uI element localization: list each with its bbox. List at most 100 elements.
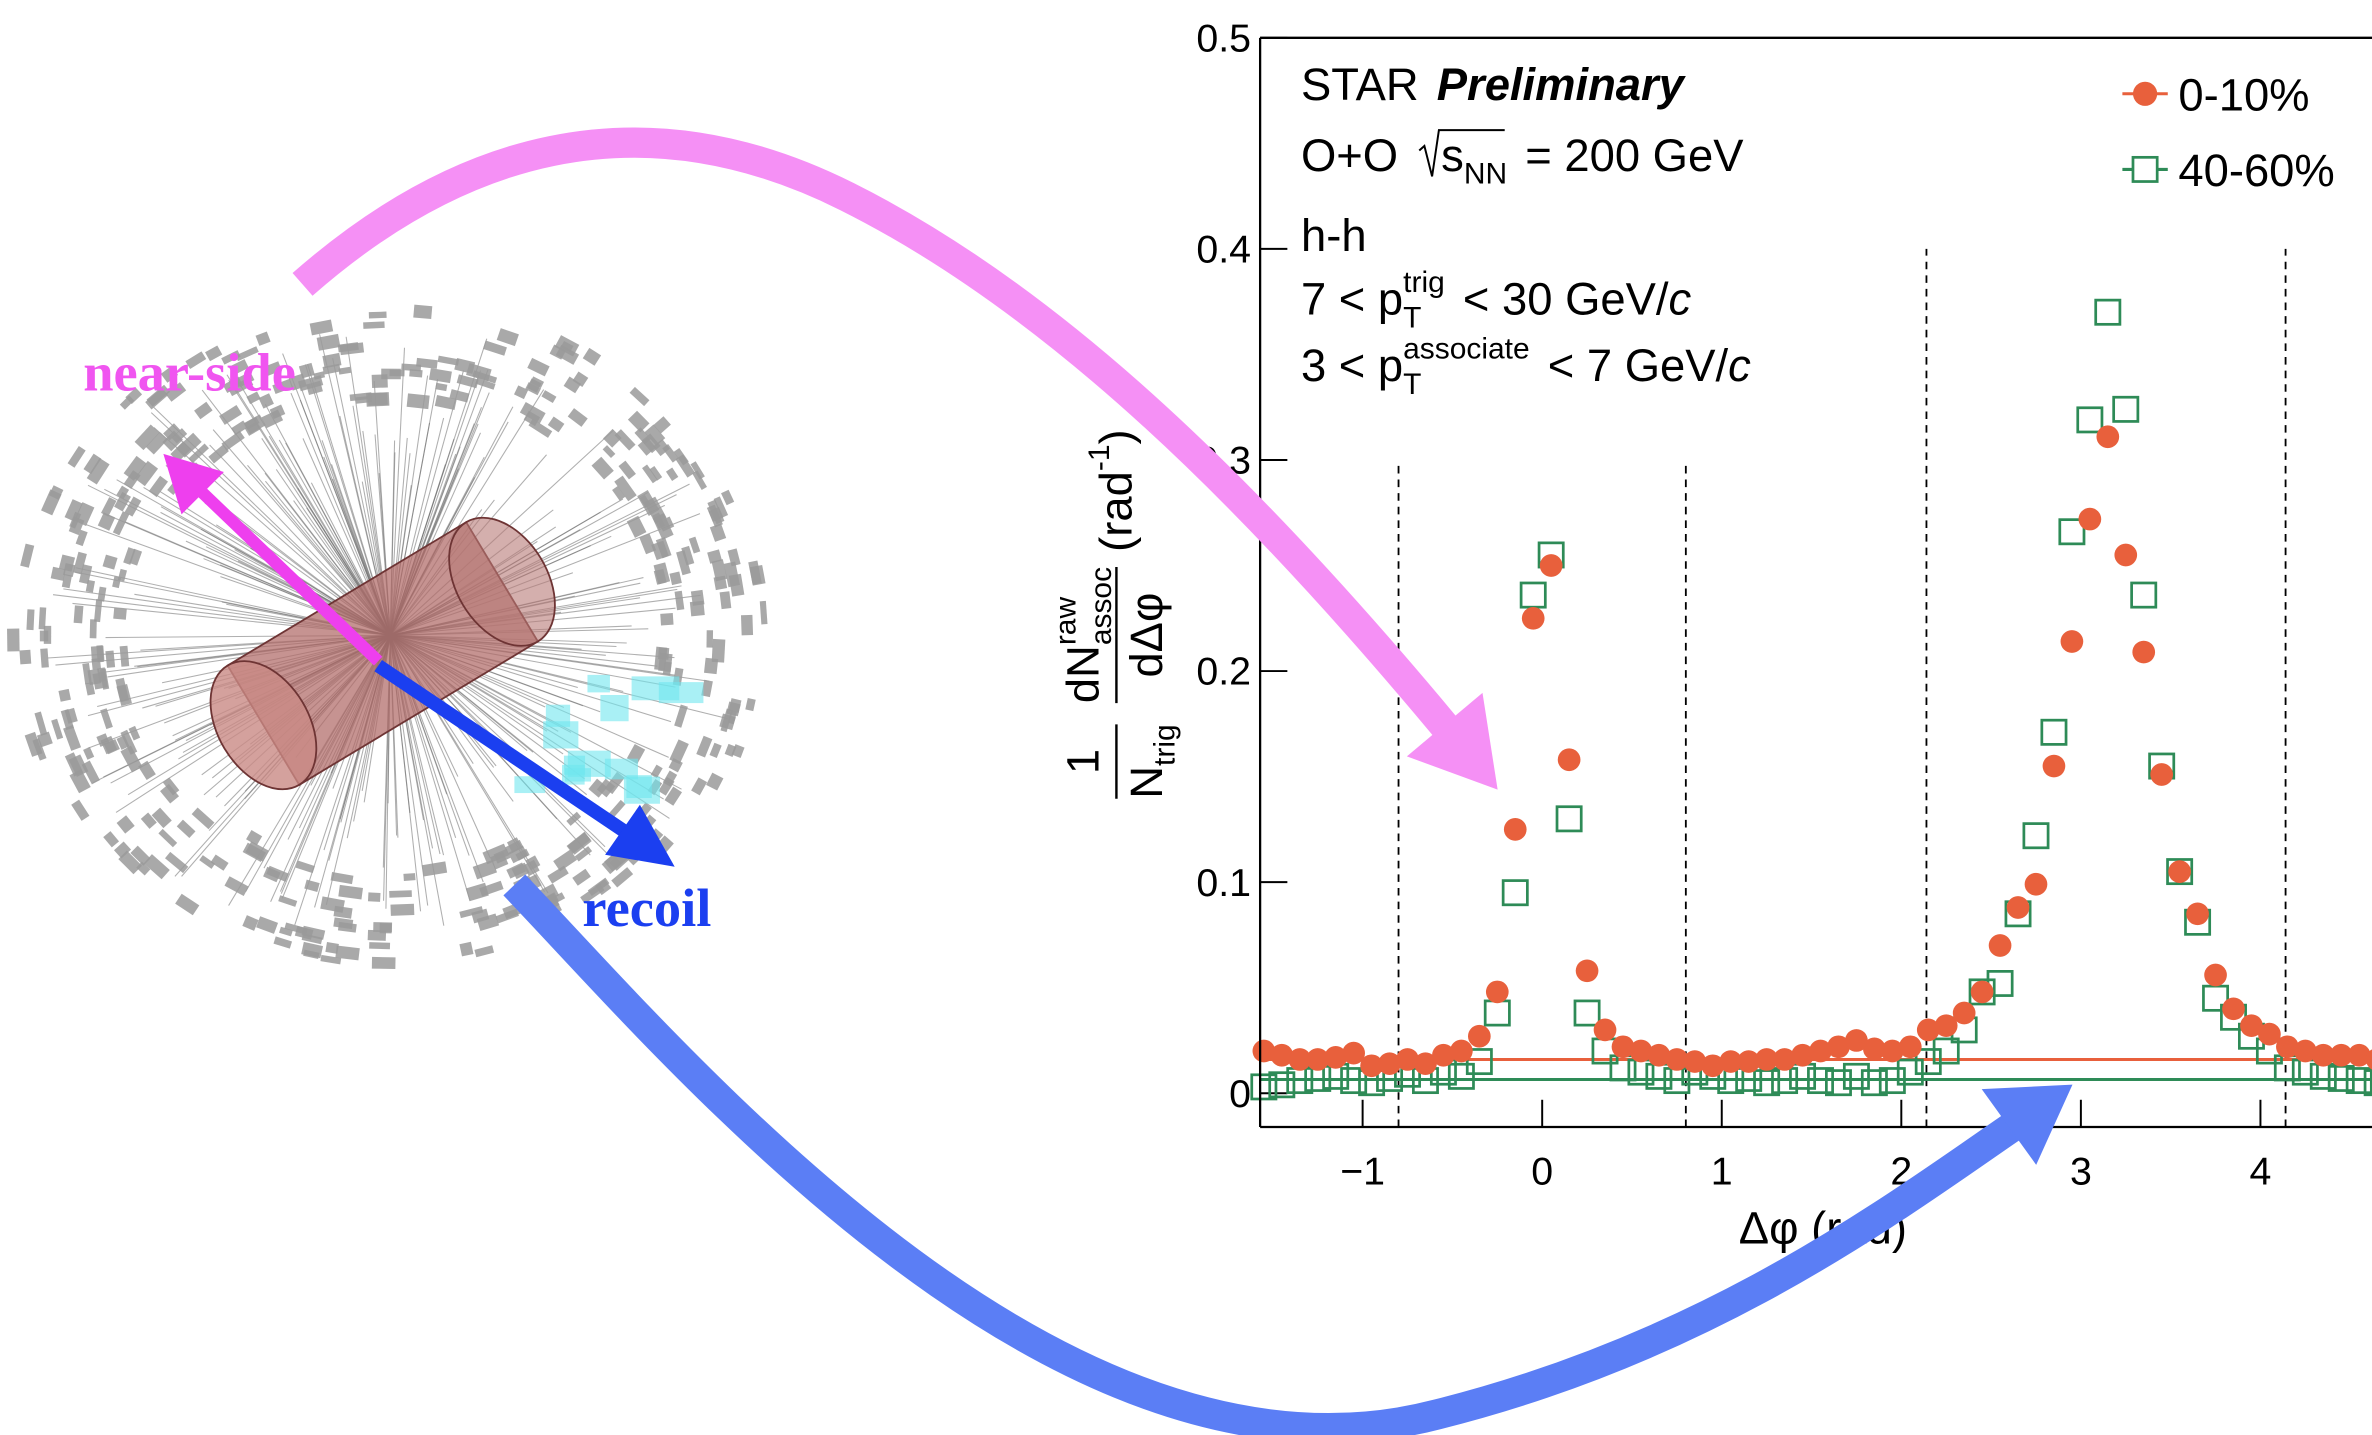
calorimeter-hit <box>85 681 96 696</box>
near-side-curve <box>292 127 1457 736</box>
calorimeter-hit <box>711 559 728 582</box>
calorimeter-hit <box>97 586 107 602</box>
calorimeter-hit <box>674 704 688 728</box>
calorimeter-hit <box>191 807 215 830</box>
calorimeter-hit <box>73 605 84 624</box>
calorimeter-hit <box>639 533 657 555</box>
data-point <box>1432 1043 1455 1067</box>
calorimeter-hit <box>50 566 66 581</box>
data-point <box>1845 1029 1868 1052</box>
calorimeter-hit <box>459 906 484 919</box>
x-tick-label: 4 <box>2250 1149 2272 1193</box>
calorimeter-hit <box>116 485 130 500</box>
calorimeter-hit <box>482 340 507 356</box>
calorimeter-hit <box>658 652 673 673</box>
calorimeter-hit <box>58 688 71 702</box>
calorimeter-hit <box>437 355 460 366</box>
calorimeter-hit <box>72 551 87 575</box>
calorimeter-hit <box>36 731 53 748</box>
calorimeter-hit <box>706 630 714 648</box>
calorimeter-hit <box>119 645 130 667</box>
data-point <box>1880 1039 1904 1063</box>
sqrt-sign <box>1418 129 1505 177</box>
calorimeter-hit <box>273 936 293 949</box>
chart: 00.10.20.30.40.5−1 0 1 2 3 4Δφ (rad)0-10%40-6… <box>1050 16 2372 1253</box>
calorimeter-hit <box>224 876 249 897</box>
calorimeter-hit <box>19 649 32 665</box>
data-point <box>1501 879 1529 907</box>
annotation-text: associate <box>1403 333 1529 366</box>
calorimeter-hit <box>367 892 381 902</box>
calorimeter-hit <box>604 853 622 872</box>
data-point <box>2150 763 2174 786</box>
calorimeter-hit <box>116 735 130 750</box>
calorimeter-hit <box>309 319 334 336</box>
annotation-text: O+O <box>1301 130 1398 181</box>
calorimeter-hit <box>541 390 557 403</box>
calorimeter-hit <box>721 489 735 506</box>
calorimeter-hit <box>527 357 550 377</box>
calorimeter-hit <box>709 523 727 542</box>
calorimeter-hit <box>284 922 308 935</box>
data-point <box>2060 630 2084 653</box>
calorimeter-hit <box>662 770 678 787</box>
calorimeter-hit <box>151 807 172 829</box>
calorimeter-hit <box>696 735 713 758</box>
calorimeter-hit <box>48 485 64 500</box>
data-point <box>1557 748 1581 772</box>
calorimeter-hit <box>246 391 261 405</box>
calorimeter-hit <box>61 574 72 589</box>
calorimeter-hit <box>434 395 457 411</box>
data-point <box>2132 640 2156 664</box>
calorimeter-hit <box>416 357 438 369</box>
data-point <box>1791 1043 1814 1067</box>
cyan-hit <box>587 674 610 693</box>
data-point <box>2058 518 2086 546</box>
calorimeter-hit <box>731 744 745 758</box>
calorimeter-hit <box>649 465 663 481</box>
data-point <box>1737 1050 1761 1073</box>
calorimeter-hit <box>83 746 95 760</box>
annotation-text: = 200 GeV <box>1525 130 1744 181</box>
calorimeter-hit <box>673 448 689 466</box>
annotation-text: N <box>1121 766 1172 799</box>
calorimeter-hit <box>720 708 733 733</box>
data-point <box>2276 1035 2299 1059</box>
calorimeter-hit <box>91 658 102 670</box>
cylinder-end <box>448 516 556 647</box>
data-point <box>1414 1052 1437 1076</box>
recoil-curve-head <box>1981 1084 2073 1165</box>
data-point <box>1450 1039 1473 1063</box>
calorimeter-hit <box>26 609 35 631</box>
event-display: near-side recoil <box>7 304 768 970</box>
calorimeter-hit <box>745 698 756 712</box>
data-point <box>1878 1067 1906 1095</box>
calorimeter-hit <box>330 871 354 885</box>
recoil-arrow <box>374 659 637 843</box>
calorimeter-hit <box>475 377 496 390</box>
calorimeter-hit <box>713 496 729 518</box>
cyan-hit <box>604 758 638 780</box>
data-point <box>1593 1018 1617 1042</box>
calorimeter-hit <box>456 374 479 389</box>
calorimeter-hit <box>547 865 569 884</box>
calorimeter-hit <box>748 560 762 585</box>
data-point <box>1467 1024 1491 1048</box>
calorimeter-hit <box>454 357 476 374</box>
data-point <box>1934 1014 1958 1038</box>
calorimeter-hit <box>134 424 160 451</box>
detector-cylinder <box>209 516 556 791</box>
calorimeter-hit <box>227 377 254 397</box>
calorimeter-hit <box>20 543 35 568</box>
data-point <box>1827 1035 1850 1059</box>
calorimeter-hit <box>176 432 202 458</box>
calorimeter-hit <box>371 374 388 389</box>
data-point <box>2363 1069 2372 1097</box>
calorimeter-hit <box>114 491 131 512</box>
calorimeter-hit <box>652 513 674 540</box>
calorimeter-hit <box>81 760 100 785</box>
calorimeter-hit <box>390 903 415 916</box>
data-point <box>1898 1035 1922 1059</box>
